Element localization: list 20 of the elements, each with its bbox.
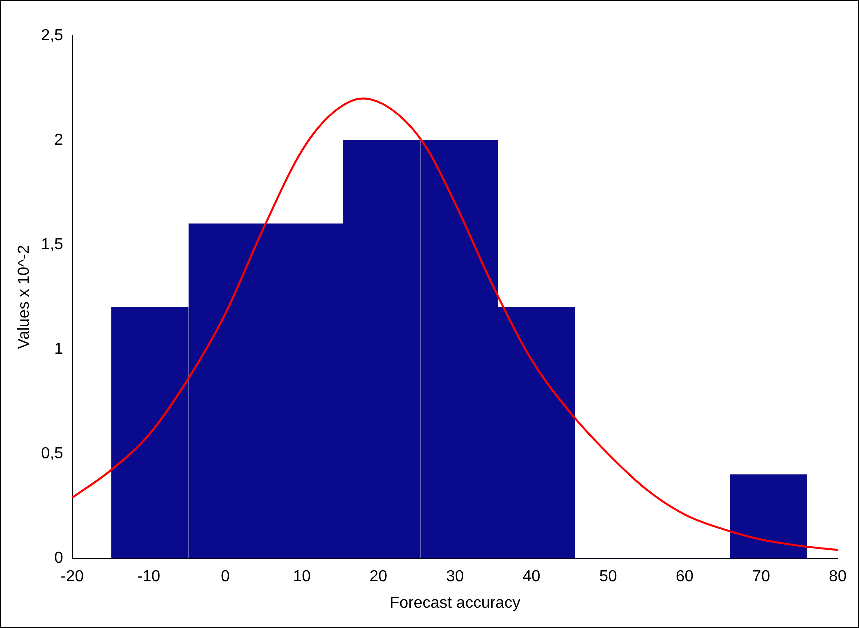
y-tick-label: 2 (54, 132, 64, 149)
x-tick-label: 30 (446, 568, 464, 586)
y-axis-title: Values x 10^-2 (16, 245, 34, 350)
y-tick-label: 2,5 (41, 27, 64, 44)
x-tick-label: -20 (60, 568, 84, 586)
y-tick-label: 1 (54, 340, 64, 358)
x-tick-label: 50 (599, 568, 618, 586)
x-tick-label: 0 (221, 568, 230, 586)
line-series (72, 98, 838, 552)
x-tick-label: -10 (137, 568, 161, 586)
x-tick-label: 80 (829, 568, 847, 586)
x-tick-label: 10 (293, 568, 312, 586)
y-tick-label: 0,5 (41, 445, 64, 462)
y-tick-label: 1,5 (41, 236, 64, 254)
x-tick-label: 70 (752, 568, 770, 586)
x-tick-label: 60 (676, 568, 694, 586)
x-tick-label: 40 (522, 568, 541, 586)
y-tick-label: 0 (54, 550, 64, 568)
x-tick-label: 20 (370, 568, 388, 586)
x-axis-title: Forecast accuracy (390, 594, 521, 612)
